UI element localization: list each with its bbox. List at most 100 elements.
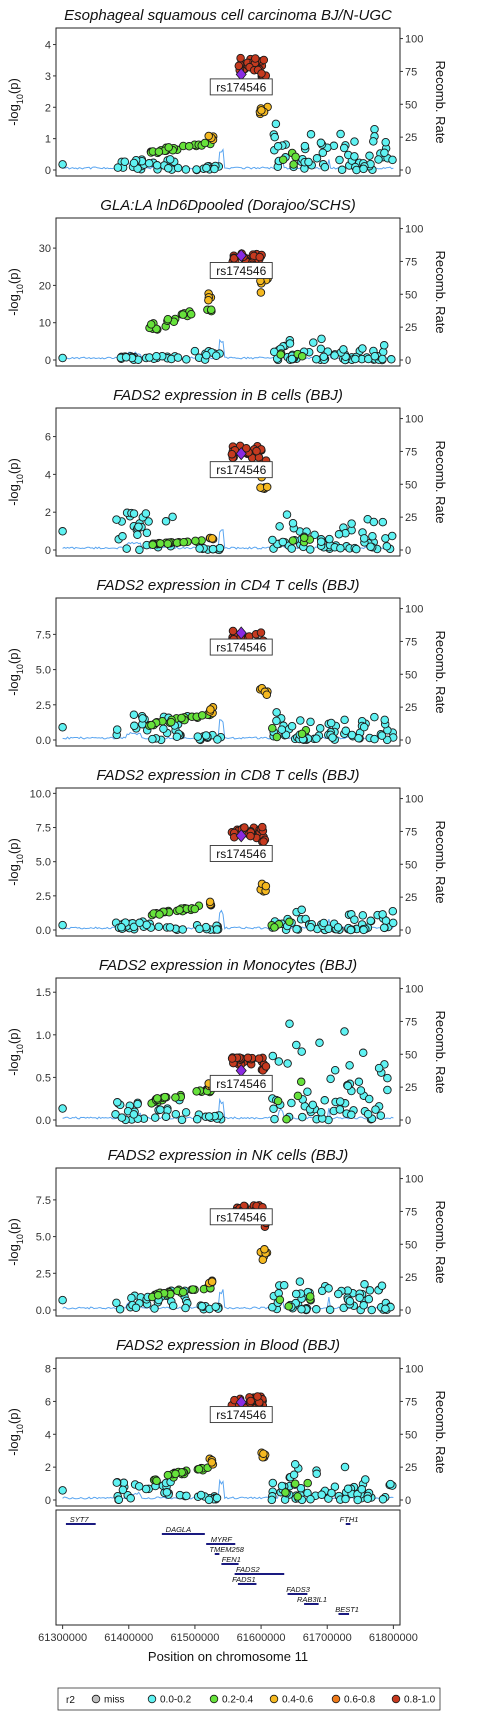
data-point	[269, 1104, 278, 1114]
x-tick-label: 61700000	[303, 1632, 352, 1644]
data-point	[253, 1392, 262, 1401]
data-point	[386, 1479, 395, 1489]
data-point	[345, 1296, 355, 1306]
data-point	[357, 1485, 367, 1494]
data-point	[370, 712, 379, 722]
data-point	[171, 1469, 180, 1479]
data-point	[163, 539, 173, 548]
data-point	[197, 1301, 207, 1311]
data-point	[270, 923, 279, 932]
data-point	[379, 923, 389, 933]
data-point	[206, 705, 215, 714]
data-point	[292, 924, 301, 934]
data-point	[306, 717, 315, 727]
data-point	[383, 1073, 392, 1083]
data-point	[215, 543, 225, 553]
data-point	[208, 544, 218, 554]
legend-label: 0.8-1.0	[404, 1695, 436, 1706]
data-point	[178, 925, 187, 934]
data-point	[315, 1038, 324, 1048]
data-point	[147, 720, 156, 730]
data-point	[381, 1304, 390, 1314]
data-point	[378, 1495, 388, 1504]
data-point	[181, 1108, 191, 1117]
data-point	[271, 119, 281, 129]
data-point	[333, 923, 343, 932]
data-point	[135, 918, 144, 928]
data-point	[162, 1488, 172, 1497]
data-point	[178, 1287, 188, 1297]
panel-4: FADS2 expression in CD4 T cells (BBJ) 0.0…	[6, 577, 448, 747]
data-point	[350, 915, 359, 924]
panel-8: FADS2 expression in Blood (BBJ) 0 2 4 6 8 0 25 5…	[6, 1337, 448, 1507]
data-point	[288, 536, 298, 545]
y-tick-label: 1	[45, 134, 51, 146]
data-point	[364, 1294, 374, 1304]
data-point	[255, 252, 264, 262]
data-point	[369, 137, 378, 146]
right-tick-label: 75	[405, 636, 417, 648]
gene-label: SYT7	[70, 1515, 90, 1524]
y-tick-label: 0.0	[36, 735, 51, 747]
y-tick-label: 7.5	[36, 823, 51, 835]
right-tick-label: 25	[405, 1462, 417, 1474]
panel-title: Esophageal squamous cell carcinoma BJ/N-…	[64, 7, 392, 24]
data-point	[312, 734, 321, 743]
data-point	[296, 1483, 306, 1493]
data-point	[340, 1462, 350, 1472]
data-point	[58, 160, 67, 169]
lead-snp-label: rs174546	[216, 1408, 266, 1422]
data-point	[127, 1293, 136, 1303]
data-point	[193, 732, 203, 741]
data-point	[126, 1494, 135, 1503]
lead-snp-label-box	[209, 461, 273, 479]
data-point	[285, 917, 294, 927]
data-point	[212, 925, 222, 934]
data-point	[336, 129, 345, 139]
legend-swatch	[147, 1694, 157, 1704]
data-point	[202, 163, 211, 173]
right-tick-label: 0	[405, 355, 411, 367]
data-point	[152, 1476, 161, 1486]
data-point	[194, 1464, 204, 1474]
data-point	[153, 1291, 163, 1300]
lead-snp-point	[235, 446, 247, 461]
right-tick-label: 0	[405, 1115, 411, 1127]
data-point	[195, 924, 204, 934]
panel-frame	[55, 597, 401, 747]
data-point	[173, 353, 183, 362]
data-point	[365, 151, 374, 161]
data-point	[354, 733, 363, 743]
y-tick-label: 0.0	[36, 1115, 51, 1127]
right-tick-label: 0	[405, 1305, 411, 1317]
data-point	[330, 1065, 340, 1075]
data-point	[300, 141, 310, 151]
legend-label: 0.0-0.2	[160, 1695, 192, 1706]
data-point	[359, 925, 368, 935]
data-point	[58, 527, 67, 536]
lead-snp-point	[235, 248, 247, 263]
y-tick-label: 1.0	[36, 1030, 51, 1042]
data-point	[366, 916, 375, 926]
y-axis-label: -log10(p)	[6, 1408, 25, 1456]
y-tick-label: 1.5	[36, 987, 51, 999]
data-point	[275, 522, 284, 531]
data-point	[173, 163, 183, 173]
data-point	[287, 354, 297, 364]
data-point	[243, 1053, 253, 1063]
data-point	[251, 54, 260, 63]
y-tick-label: 20	[39, 280, 51, 292]
panel-frame	[55, 217, 401, 367]
data-point	[144, 517, 153, 526]
data-point	[118, 1485, 128, 1495]
panel-5: FADS2 expression in CD8 T cells (BBJ) 0.0…	[6, 767, 448, 937]
data-point	[192, 1087, 201, 1096]
data-point	[305, 1292, 315, 1301]
lead-snp-label-box	[209, 1406, 273, 1424]
data-point	[293, 1492, 302, 1501]
data-point	[112, 515, 121, 524]
data-point	[163, 1470, 173, 1480]
data-point	[334, 1289, 343, 1299]
data-point	[115, 1305, 125, 1314]
data-point	[388, 155, 397, 165]
